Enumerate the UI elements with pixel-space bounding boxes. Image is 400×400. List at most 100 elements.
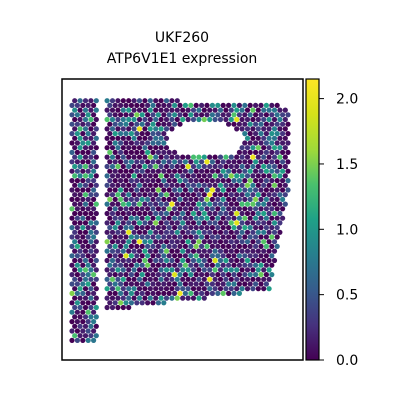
expression-spot xyxy=(244,107,251,113)
expression-spot xyxy=(185,248,191,254)
expression-spot xyxy=(242,281,248,287)
expression-spot xyxy=(234,229,240,235)
expression-spot xyxy=(258,206,264,212)
expression-spot xyxy=(261,220,267,226)
expression-spot xyxy=(128,168,134,174)
expression-spot xyxy=(247,272,253,278)
expression-spot xyxy=(72,239,78,245)
expression-spot xyxy=(253,112,259,118)
expression-spot xyxy=(118,262,124,268)
expression-spot xyxy=(253,225,259,231)
expression-spot xyxy=(145,102,151,108)
expression-spot xyxy=(115,220,121,226)
expression-spot xyxy=(109,220,116,226)
expression-spot xyxy=(134,159,140,165)
expression-spot xyxy=(204,290,210,296)
expression-spot xyxy=(120,210,126,217)
expression-spot xyxy=(109,116,116,123)
expression-spot xyxy=(174,192,180,198)
expression-spot xyxy=(169,286,175,292)
expression-spot xyxy=(220,215,226,221)
expression-spot xyxy=(258,225,264,231)
expression-spot xyxy=(72,323,78,329)
expression-spot xyxy=(134,272,140,278)
expression-spot xyxy=(190,201,197,207)
expression-spot xyxy=(82,314,89,320)
expression-spot xyxy=(220,187,226,193)
expression-spot xyxy=(115,267,121,273)
expression-spot xyxy=(134,178,140,184)
expression-spot xyxy=(266,163,272,170)
expression-spot xyxy=(174,220,180,226)
expression-spot xyxy=(285,168,291,174)
expression-spot xyxy=(204,225,210,231)
expression-spot xyxy=(277,201,283,207)
expression-spot xyxy=(185,229,191,235)
expression-spot xyxy=(80,140,86,146)
expression-spot xyxy=(142,98,148,104)
expression-spot xyxy=(72,276,78,282)
expression-spot xyxy=(85,253,91,259)
expression-spot xyxy=(80,112,86,118)
expression-spot xyxy=(180,210,186,217)
expression-spot xyxy=(126,248,132,254)
expression-spot xyxy=(258,102,264,108)
expression-spot xyxy=(185,107,191,113)
expression-spot xyxy=(255,229,261,235)
expression-spot xyxy=(104,257,110,264)
expression-spot xyxy=(91,196,97,202)
expression-spot xyxy=(91,215,97,221)
expression-spot xyxy=(88,267,94,273)
expression-spot xyxy=(74,272,80,278)
expression-spot xyxy=(109,192,116,198)
expression-spot xyxy=(199,178,205,184)
expression-spot xyxy=(85,131,91,137)
expression-spot xyxy=(269,149,275,155)
expression-spot xyxy=(158,98,164,104)
expression-spot xyxy=(204,234,210,240)
expression-spot xyxy=(77,116,83,123)
expression-spot xyxy=(166,225,172,231)
expression-spot xyxy=(277,107,283,113)
expression-spot xyxy=(207,107,213,113)
expression-spot xyxy=(247,131,253,137)
colorbar-tick-label: 1.0 xyxy=(336,222,358,238)
expression-spot xyxy=(145,121,151,127)
expression-spot xyxy=(193,281,199,287)
expression-spot xyxy=(253,253,259,259)
expression-spot xyxy=(217,229,224,235)
expression-spot xyxy=(266,116,272,123)
expression-spot xyxy=(155,290,161,296)
expression-spot xyxy=(163,229,170,235)
expression-spot xyxy=(93,267,99,273)
expression-spot xyxy=(177,281,183,287)
expression-spot xyxy=(166,112,172,118)
expression-spot xyxy=(274,234,280,240)
expression-spot xyxy=(82,154,89,160)
expression-spot xyxy=(217,276,224,282)
expression-spot xyxy=(115,248,121,254)
expression-spot xyxy=(209,112,215,118)
expression-spot xyxy=(209,234,215,240)
expression-spot xyxy=(255,267,261,273)
expression-spot xyxy=(112,112,118,118)
expression-spot xyxy=(93,126,99,132)
expression-spot xyxy=(147,126,153,132)
expression-spot xyxy=(126,163,132,170)
expression-spot xyxy=(112,149,118,155)
expression-spot xyxy=(236,206,242,212)
expression-spot xyxy=(118,234,124,240)
expression-spot xyxy=(226,290,232,296)
expression-spot xyxy=(150,178,156,184)
expression-spot xyxy=(174,229,180,235)
expression-spot xyxy=(112,234,118,240)
expression-spot xyxy=(223,220,229,226)
expression-spot xyxy=(74,112,80,118)
expression-spot xyxy=(263,149,269,155)
expression-spot xyxy=(169,192,175,198)
expression-spot xyxy=(155,272,161,278)
expression-spot xyxy=(215,159,221,165)
expression-spot xyxy=(112,225,118,231)
expression-spot xyxy=(242,253,248,259)
expression-spot xyxy=(172,215,178,221)
